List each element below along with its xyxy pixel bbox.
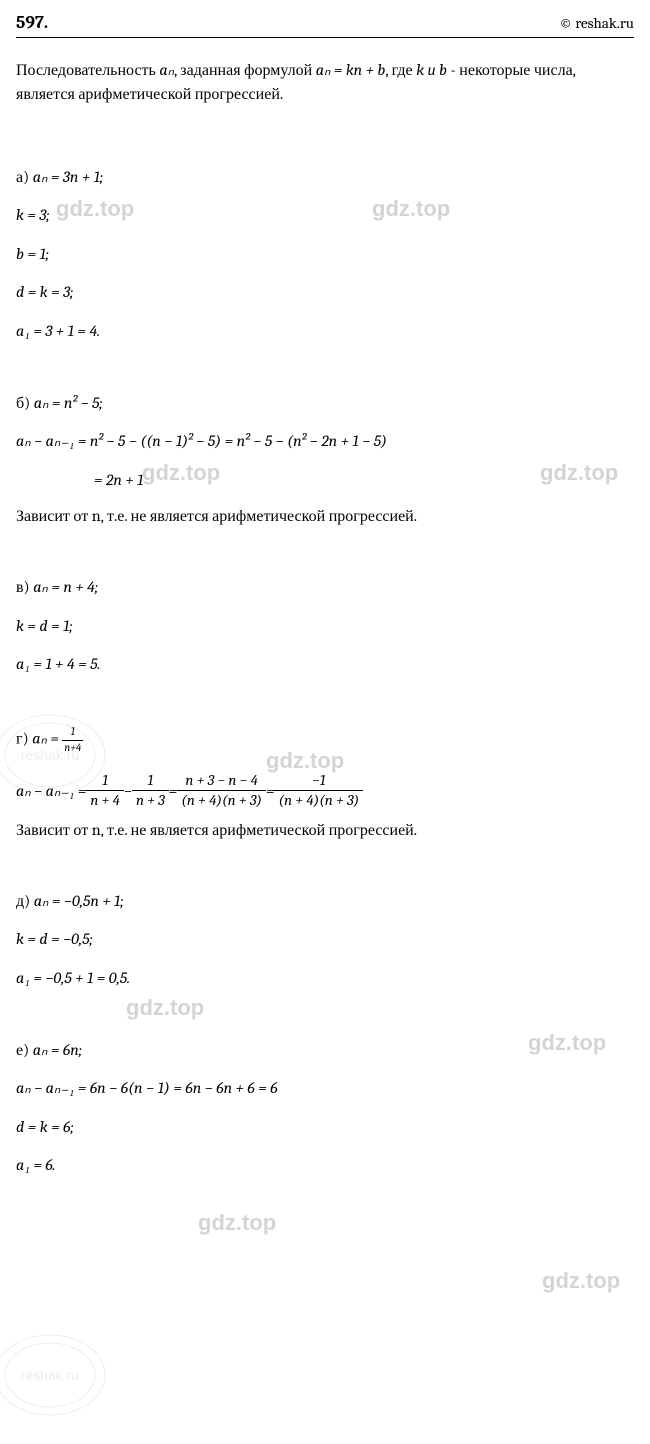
formula-e: aₙ = 6n; — [33, 1041, 82, 1059]
section-e: е) aₙ = 6n; aₙ − aₙ₋₁ = 6n − 6(n − 1) = … — [16, 1039, 634, 1177]
frac-g1: 1n + 4 — [86, 771, 124, 811]
frac-g-num: 1 — [62, 725, 83, 740]
section-g-line1: г) aₙ = 1n+4 — [16, 725, 634, 755]
label-g: г) — [16, 730, 32, 748]
formula-g-prefix: aₙ = — [32, 730, 62, 748]
intro-vars: k и b — [416, 61, 447, 79]
g-line2-prefix: aₙ − aₙ₋₁ = — [16, 781, 86, 801]
section-a: а) aₙ = 3n + 1; k = 3; b = 1; d = k = 3;… — [16, 166, 634, 342]
f2d: n + 3 — [132, 791, 169, 811]
intro-part1: Последовательность — [16, 61, 159, 79]
section-e-line2: aₙ − aₙ₋₁ = 6n − 6(n − 1) = 6n − 6n + 6 … — [16, 1077, 634, 1099]
section-a-line3: b = 1; — [16, 243, 634, 265]
section-a-line1: а) aₙ = 3n + 1; — [16, 166, 634, 188]
watermark-text: gdz.top — [542, 1268, 620, 1294]
copyright: © reshak.ru — [559, 14, 634, 32]
f4n: −1 — [274, 771, 363, 792]
f1n: 1 — [86, 771, 124, 792]
section-a-line2: k = 3; — [16, 204, 634, 226]
formula-a: aₙ = 3n + 1; — [33, 168, 104, 186]
section-b-line1: б) aₙ = n² − 5; — [16, 392, 634, 414]
section-d-line3: a₁ = −0,5 + 1 = 0,5. — [16, 967, 634, 989]
section-v-line3: a₁ = 1 + 4 = 5. — [16, 653, 634, 675]
formula-b: aₙ = n² − 5; — [34, 394, 103, 412]
watermark-circle-icon-2: reshak.ru — [0, 1330, 110, 1420]
section-g-line2: aₙ − aₙ₋₁ = 1n + 4 − 1n + 3 = n + 3 − n … — [16, 771, 634, 811]
section-b-note: Зависит от n, т.е. не является арифметич… — [16, 507, 634, 526]
label-e: е) — [16, 1041, 33, 1059]
label-d: д) — [16, 892, 34, 910]
svg-text:reshak.ru: reshak.ru — [21, 1367, 79, 1383]
section-g: г) aₙ = 1n+4 aₙ − aₙ₋₁ = 1n + 4 − 1n + 3… — [16, 725, 634, 840]
f4d: (n + 4)(n + 3) — [274, 791, 363, 811]
intro-part2: , заданная формулой — [174, 61, 316, 79]
frac-g4: −1(n + 4)(n + 3) — [274, 771, 363, 811]
section-d-line1: д) aₙ = −0,5n + 1; — [16, 890, 634, 912]
formula-v: aₙ = n + 4; — [33, 578, 98, 596]
section-a-line4: d = k = 3; — [16, 281, 634, 303]
section-e-line3: d = k = 6; — [16, 1116, 634, 1138]
f1d: n + 4 — [86, 791, 124, 811]
intro-formula: aₙ = kn + b — [316, 61, 386, 79]
f3d: (n + 4)(n + 3) — [177, 791, 266, 811]
watermark-text: gdz.top — [198, 1210, 276, 1236]
section-b-line2b: = 2n + 1 — [16, 469, 634, 491]
g-eq1: = — [169, 782, 178, 800]
frac-g-den: n+4 — [62, 741, 83, 755]
section-v-line2: k = d = 1; — [16, 615, 634, 637]
label-v: в) — [16, 578, 33, 596]
section-b-line2a: aₙ − aₙ₋₁ = n² − 5 − ((n − 1)² − 5) = n²… — [16, 430, 634, 452]
f3n: n + 3 − n − 4 — [177, 771, 266, 792]
header: 597. © reshak.ru — [16, 12, 634, 38]
section-g-note: Зависит от n, т.е. не является арифметич… — [16, 821, 634, 840]
frac-g2: 1n + 3 — [132, 771, 169, 811]
section-a-line5: a₁ = 3 + 1 = 4. — [16, 320, 634, 342]
section-e-line4: a₁ = 6. — [16, 1154, 634, 1176]
intro-part3: , где — [385, 61, 416, 79]
g-eq2: = — [266, 782, 275, 800]
label-b: б) — [16, 394, 34, 412]
frac-g3: n + 3 − n − 4(n + 4)(n + 3) — [177, 771, 266, 811]
g-minus: − — [124, 782, 132, 800]
note-b-text: Зависит от n, т.е. не является арифметич… — [16, 507, 417, 525]
note-g-text: Зависит от n, т.е. не является арифметич… — [16, 821, 417, 839]
watermark-text: gdz.top — [126, 995, 204, 1021]
formula-d: aₙ = −0,5n + 1; — [34, 892, 124, 910]
intro-text: Последовательность aₙ, заданная формулой… — [16, 58, 634, 106]
section-b: б) aₙ = n² − 5; aₙ − aₙ₋₁ = n² − 5 − ((n… — [16, 392, 634, 526]
label-a: а) — [16, 168, 33, 186]
section-d-line2: k = d = −0,5; — [16, 928, 634, 950]
section-e-line1: е) aₙ = 6n; — [16, 1039, 634, 1061]
problem-number: 597. — [16, 12, 48, 33]
intro-an: aₙ — [159, 61, 174, 79]
section-d: д) aₙ = −0,5n + 1; k = d = −0,5; a₁ = −0… — [16, 890, 634, 989]
section-v-line1: в) aₙ = n + 4; — [16, 576, 634, 598]
section-v: в) aₙ = n + 4; k = d = 1; a₁ = 1 + 4 = 5… — [16, 576, 634, 675]
frac-g-main: 1n+4 — [62, 725, 83, 755]
f2n: 1 — [132, 771, 169, 792]
